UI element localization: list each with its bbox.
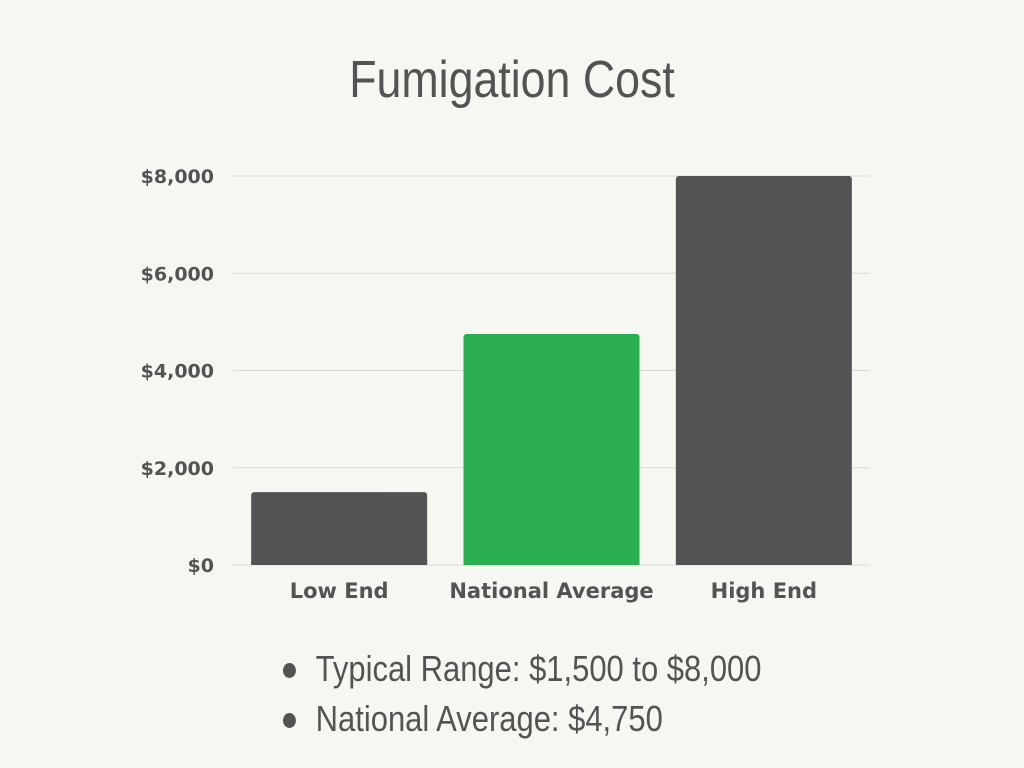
bar-base <box>463 561 640 565</box>
bar-base <box>675 561 852 565</box>
y-tick-label: $6,000 <box>141 263 214 285</box>
chart-title: Fumigation Cost <box>349 51 675 109</box>
y-tick-label: $4,000 <box>141 361 214 383</box>
summary-text: Typical Range: $1,500 to $8,000 <box>315 648 762 689</box>
bar-base <box>251 561 428 565</box>
summary-text: National Average: $4,750 <box>315 698 663 739</box>
x-tick-label: Low End <box>290 579 389 603</box>
y-tick-label: $8,000 <box>141 166 214 188</box>
bar <box>251 492 428 565</box>
summary-item-national-average: National Average: $4,750 <box>283 696 761 746</box>
bullet-dot-icon <box>283 663 296 678</box>
bar-chart: $0 $2,000 $4,000 $6,000 $8,000 Low End Nationa… <box>141 166 870 603</box>
y-tick-label: $2,000 <box>141 458 214 480</box>
y-tick-label: $0 <box>188 555 214 577</box>
bullet-dot-icon <box>283 713 296 728</box>
summary-item-typical-range: Typical Range: $1,500 to $8,000 <box>283 646 761 696</box>
bar <box>675 176 852 565</box>
x-tick-label: High End <box>711 579 817 603</box>
bar <box>463 334 640 565</box>
summary-list: Typical Range: $1,500 to $8,000 National… <box>283 646 839 746</box>
x-tick-label: National Average <box>449 579 653 603</box>
